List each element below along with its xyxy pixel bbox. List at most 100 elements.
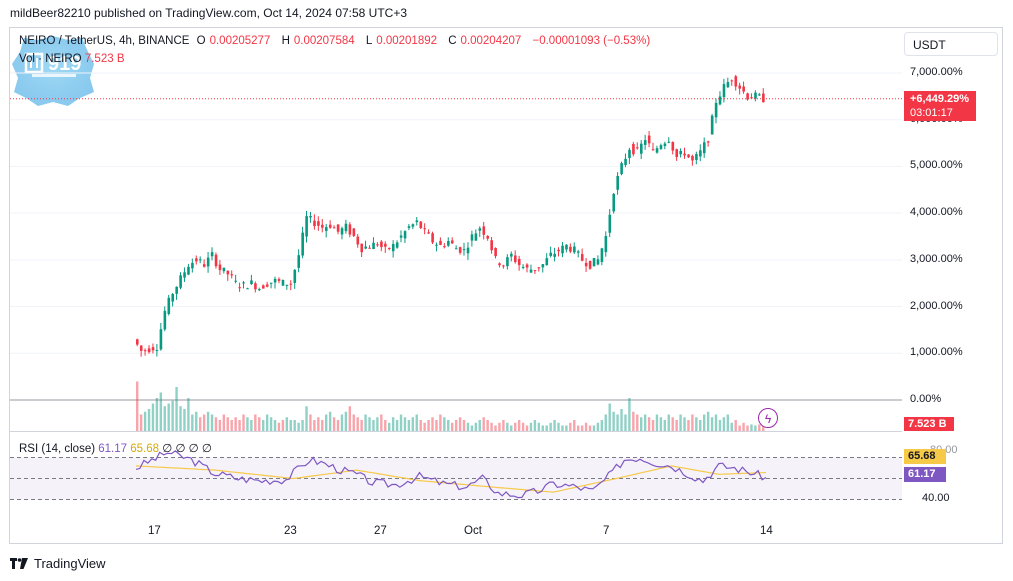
candle-body — [348, 224, 352, 235]
candle-body — [758, 94, 761, 96]
candle-body — [458, 247, 462, 253]
candle-body — [191, 262, 194, 269]
candle-body — [143, 350, 147, 352]
rsi-label[interactable]: RSI (14, close) — [19, 443, 96, 455]
candle-body — [293, 269, 297, 283]
volume-bar — [206, 411, 210, 431]
candle-body — [356, 236, 360, 245]
candle-body — [561, 245, 564, 254]
candle-body — [435, 244, 438, 246]
candle-body — [714, 102, 718, 118]
volume-bar — [364, 414, 367, 431]
volume-bar — [139, 414, 143, 431]
time-axis-tick: Oct — [464, 525, 482, 537]
candle-body — [246, 288, 249, 290]
pane-separator[interactable] — [10, 431, 902, 432]
candle-body — [636, 147, 639, 149]
volume-bar — [262, 420, 265, 431]
candle-body — [368, 247, 371, 249]
candle-body — [313, 220, 316, 227]
volume-bar — [230, 420, 233, 431]
volume-bar — [454, 420, 458, 431]
volume-bar — [502, 420, 505, 431]
volume-bar — [734, 420, 737, 431]
currency-unit-selector[interactable]: USDT — [904, 32, 998, 56]
volume-bar — [742, 422, 745, 431]
candle-body — [608, 214, 612, 233]
volume-bar — [159, 392, 163, 431]
candle-body — [643, 140, 647, 145]
candle-body — [340, 228, 344, 235]
chart-frame — [9, 27, 1003, 544]
volume-bar — [321, 420, 324, 431]
candle-body — [427, 232, 430, 234]
volume-bar — [171, 400, 174, 431]
candle-body — [360, 243, 364, 253]
volume-bar — [549, 422, 552, 431]
volume-bar — [675, 420, 678, 431]
candle-body — [565, 244, 568, 250]
volume-bar — [147, 409, 151, 431]
volume-bar — [411, 417, 415, 431]
volume-bar — [285, 417, 289, 431]
volume-bar — [695, 417, 698, 431]
volume-bar — [313, 420, 316, 431]
candle-body — [305, 216, 308, 237]
candle-body — [502, 265, 505, 267]
volume-bar — [703, 414, 706, 431]
volume-bar — [596, 422, 600, 431]
volume-bar — [726, 414, 730, 431]
candle-body — [352, 228, 356, 236]
candle-body — [159, 329, 163, 350]
volume-bar — [384, 420, 387, 431]
volume-bar — [616, 414, 619, 431]
volume-bar — [754, 425, 757, 431]
volume-bar — [151, 403, 155, 431]
candle-body — [454, 248, 458, 250]
volume-bar — [372, 420, 375, 431]
candle-body — [332, 227, 336, 229]
time-axis-tick: 17 — [148, 525, 161, 537]
footer-brand: TradingView — [10, 556, 106, 571]
volume-bar — [301, 420, 304, 431]
candle-body — [218, 264, 222, 271]
candle-body — [494, 247, 497, 257]
volume-legend: Vol · NEIRO 7.523 B — [19, 53, 125, 65]
candle-body — [183, 272, 186, 278]
volume-bar — [451, 422, 454, 431]
volume-bar — [722, 417, 726, 431]
volume-bar — [569, 422, 572, 431]
volume-bar — [258, 417, 261, 431]
candle-body — [258, 289, 261, 291]
volume-bar — [510, 425, 513, 431]
volume-bar — [478, 420, 481, 431]
symbol-label[interactable]: NEIRO / TetherUS, 4h, BINANCE — [19, 35, 190, 47]
candle-body — [254, 283, 257, 290]
candle-body — [230, 274, 234, 276]
candle-body — [612, 193, 616, 212]
candle-body — [262, 285, 265, 289]
volume-bar — [218, 420, 222, 431]
candle-body — [325, 227, 328, 231]
volume-bar — [746, 425, 749, 431]
candle-body — [206, 257, 210, 267]
candle-body — [525, 264, 529, 268]
candle-body — [226, 270, 230, 275]
publisher-line: mildBeer82210 published on TradingView.c… — [10, 6, 408, 20]
high-label: H — [281, 35, 290, 47]
volume-bar — [580, 425, 584, 431]
volume-bar — [718, 420, 722, 431]
candle-body — [388, 247, 391, 249]
candle-body — [309, 216, 312, 218]
volume-bar — [210, 414, 214, 431]
volume-bar — [226, 417, 229, 431]
candle-body — [285, 284, 289, 286]
volume-bar — [399, 414, 403, 431]
candle-body — [671, 142, 675, 151]
footer-brand-label: TradingView — [34, 556, 106, 571]
candle-body — [596, 259, 600, 265]
volume-bar — [242, 414, 245, 431]
lightning-icon[interactable]: ϟ — [758, 408, 778, 428]
volume-bar — [305, 406, 308, 431]
candle-body — [376, 244, 379, 246]
